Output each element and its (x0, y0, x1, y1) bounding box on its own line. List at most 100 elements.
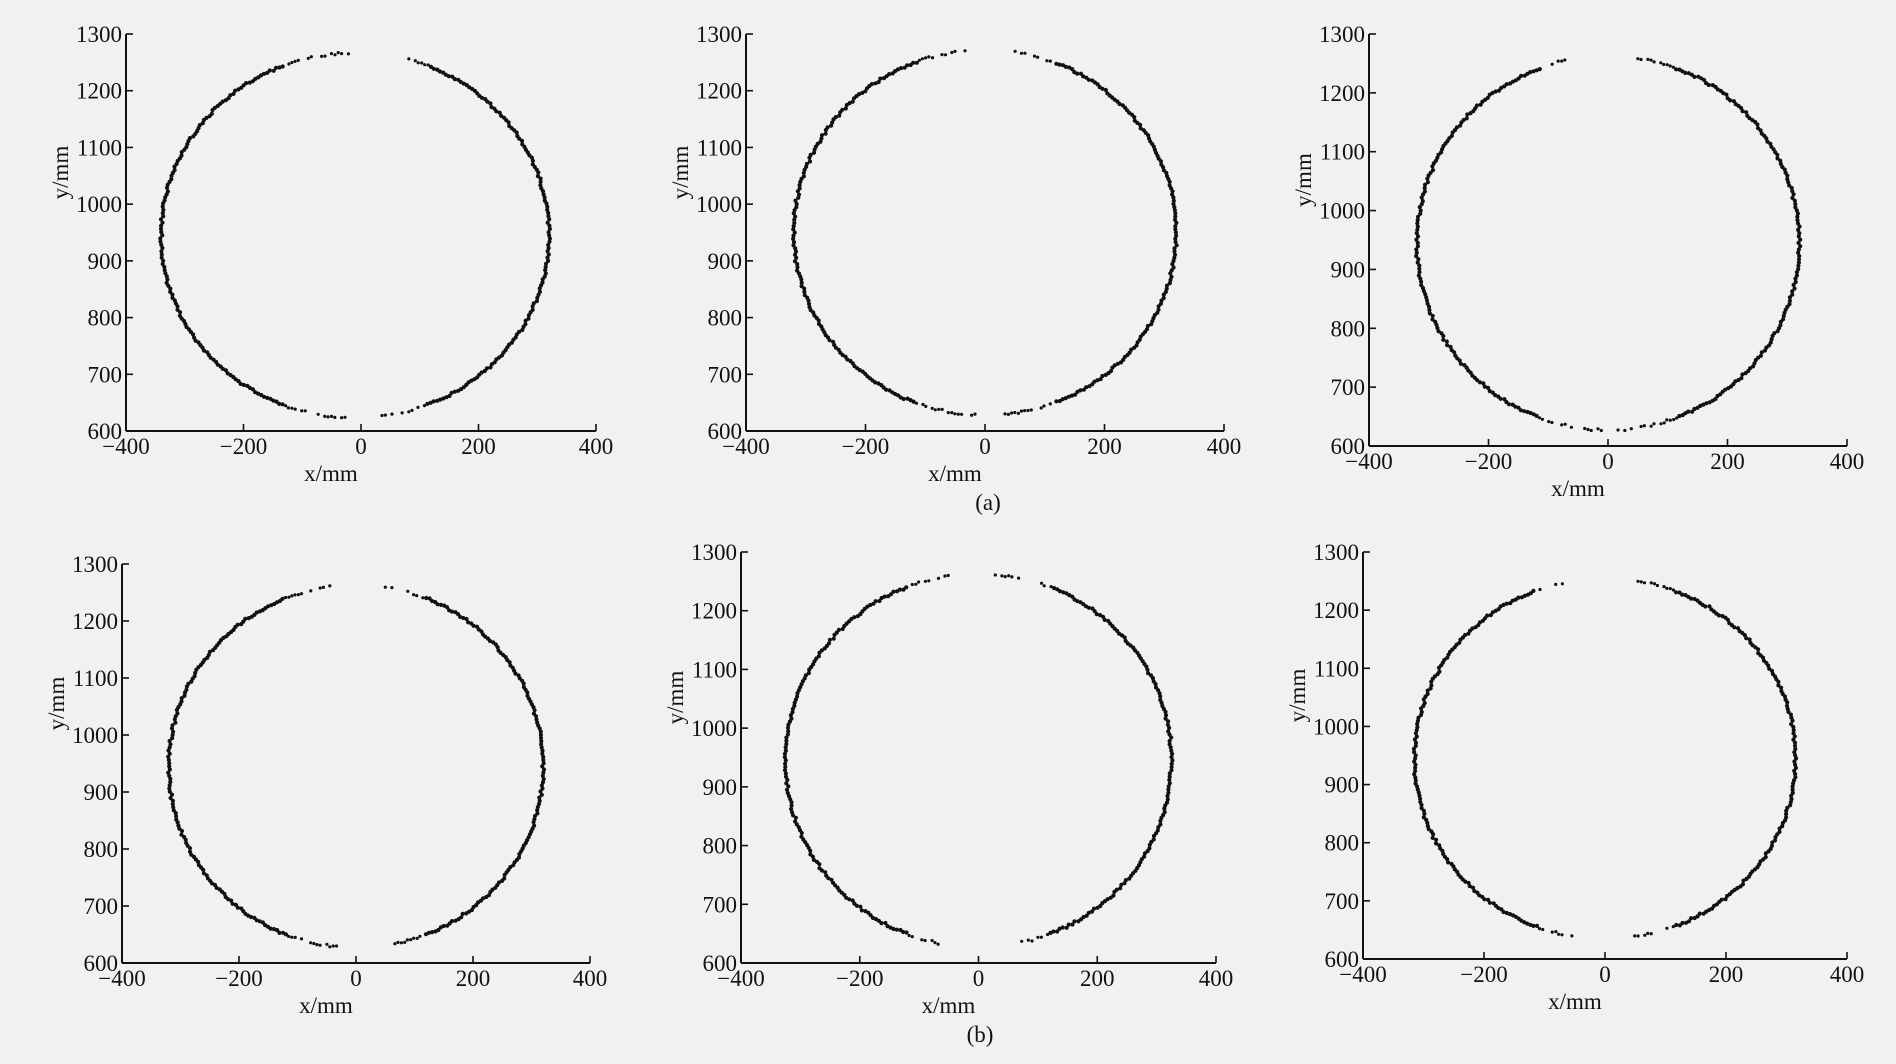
data-point (794, 255, 799, 260)
data-point (1790, 189, 1795, 194)
data-point (210, 648, 216, 653)
data-point (539, 739, 544, 744)
data-point (427, 596, 432, 601)
data-point (1797, 231, 1802, 236)
y-axis-label: y/mm (1285, 669, 1310, 723)
data-point (1013, 410, 1017, 415)
data-point (823, 127, 828, 133)
data-point (1108, 368, 1114, 374)
data-point (1508, 81, 1513, 86)
data-point (1692, 596, 1697, 602)
data-point (306, 56, 310, 60)
data-point (881, 76, 887, 81)
data-point (1791, 282, 1796, 287)
data-point (1422, 186, 1427, 191)
data-point (1652, 60, 1656, 64)
data-point (497, 110, 502, 115)
data-point (532, 817, 537, 822)
data-point (336, 51, 340, 55)
x-tick-label: −400 (1345, 449, 1392, 474)
data-point (784, 742, 789, 747)
data-point (1102, 617, 1107, 622)
data-point (1636, 934, 1640, 938)
data-point (1023, 409, 1027, 413)
data-point (399, 941, 403, 945)
data-point (323, 54, 327, 58)
data-point (1123, 878, 1128, 883)
data-point (1425, 176, 1430, 181)
data-point (1488, 613, 1493, 618)
data-point (871, 601, 876, 606)
data-point (248, 914, 254, 920)
data-point (851, 96, 857, 101)
data-point (936, 942, 940, 946)
data-point (333, 415, 337, 419)
data-point (1798, 237, 1803, 242)
chart-b-2: −400 −200 0 200 400 600 700 800 900 1000 1100 1200 1… (663, 540, 1233, 1018)
data-point (789, 806, 794, 812)
data-point (174, 707, 179, 713)
data-point (343, 415, 347, 419)
data-point (1550, 62, 1554, 66)
data-point (547, 239, 552, 244)
data-point (545, 207, 550, 212)
data-point (1665, 418, 1669, 422)
data-point (970, 413, 974, 417)
data-point (1540, 417, 1544, 421)
data-point (1563, 422, 1567, 426)
data-point (481, 896, 486, 901)
data-point (1513, 404, 1518, 409)
data-point (403, 940, 407, 944)
data-point (1649, 581, 1653, 585)
data-point (883, 920, 888, 926)
data-point (496, 880, 502, 885)
data-point (1790, 784, 1795, 789)
data-point (532, 823, 537, 828)
data-point (1422, 811, 1427, 816)
data-point (1144, 327, 1150, 332)
data-point (1789, 797, 1794, 802)
data-point (1415, 221, 1420, 226)
data-point (1106, 618, 1111, 624)
data-point (1429, 679, 1434, 684)
data-point (1440, 848, 1445, 853)
data-point (1731, 99, 1736, 104)
data-point (1744, 110, 1749, 115)
x-tick-label: 200 (461, 434, 496, 459)
data-point (222, 891, 227, 896)
data-point (1100, 373, 1105, 379)
data-point (1419, 802, 1424, 807)
data-point (1158, 697, 1163, 702)
y-tick-label: 900 (708, 249, 743, 274)
data-point (541, 767, 547, 772)
data-point (466, 620, 471, 625)
data-point (540, 751, 545, 756)
data-point (1769, 843, 1774, 848)
data-point (917, 58, 921, 62)
data-point (1134, 343, 1139, 348)
data-point (1755, 126, 1761, 131)
data-point (407, 57, 411, 61)
y-tick-label: 600 (1331, 434, 1366, 459)
data-point (309, 589, 313, 593)
data-point (1054, 399, 1059, 404)
data-point (1793, 205, 1798, 210)
y-axis-label: y/mm (44, 677, 69, 731)
data-point (158, 239, 163, 244)
data-point (1114, 887, 1119, 892)
data-point (257, 609, 262, 614)
y-tick-label: 1200 (1313, 598, 1359, 623)
data-point (908, 62, 913, 68)
data-point (1756, 651, 1761, 656)
x-tick-label: 0 (973, 966, 985, 991)
data-point (168, 795, 173, 801)
data-point (946, 411, 950, 415)
data-point (1697, 911, 1702, 916)
x-tick-label: 400 (573, 966, 608, 991)
data-point (799, 284, 804, 289)
data-point (207, 114, 212, 119)
data-point (1793, 279, 1798, 285)
data-point (236, 87, 241, 92)
data-point (921, 402, 925, 407)
data-point (1010, 411, 1014, 415)
